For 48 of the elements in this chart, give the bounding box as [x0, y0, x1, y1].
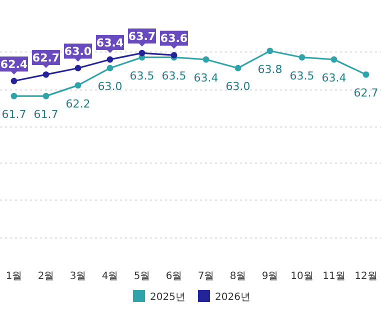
point [266, 48, 274, 54]
legend-label: 2026년 [215, 292, 250, 303]
x-tick-label: 8월 [230, 271, 246, 282]
x-tick-label: 11월 [322, 271, 346, 282]
x-tick-label: 6월 [166, 271, 182, 282]
data-label: 63.5 [162, 69, 186, 82]
x-tick-label: 4월 [102, 271, 118, 282]
data-label: 63.4 [96, 36, 124, 50]
point [10, 78, 18, 84]
data-label: 63.5 [130, 69, 154, 82]
data-label: 63.0 [64, 45, 92, 58]
point [10, 92, 18, 100]
point [74, 64, 82, 72]
data-label: 63.4 [322, 72, 346, 84]
point [138, 50, 146, 56]
legend-label: 2025년 [150, 292, 186, 303]
x-tick-label: 12월 [354, 271, 378, 282]
point [106, 64, 114, 72]
x-tick-label: 10월 [290, 271, 314, 282]
x-tick-label: 7월 [198, 271, 214, 282]
point [362, 71, 370, 78]
data-label: 63.8 [258, 62, 282, 76]
point [234, 64, 242, 72]
data-label: 62.7 [354, 86, 378, 100]
point [74, 82, 82, 89]
x-tick-label: 3월 [70, 271, 86, 282]
x-tick-label: 9월 [262, 271, 278, 282]
point [42, 71, 50, 78]
x-tick-label: 2월 [38, 271, 54, 282]
data-label: 61.7 [34, 108, 58, 122]
data-label: 62.7 [32, 52, 60, 65]
point [42, 92, 50, 100]
data-label: 62.2 [66, 97, 90, 110]
data-label: 63.4 [194, 72, 218, 84]
data-label: 63.0 [98, 80, 122, 94]
x-tick-label: 5월 [134, 271, 150, 282]
data-label: 63.6 [160, 32, 188, 46]
point [330, 56, 338, 63]
point [298, 54, 306, 61]
point [202, 56, 210, 63]
data-label: 61.7 [2, 108, 26, 122]
data-label: 63.0 [226, 80, 250, 94]
x-tick-label: 1월 [6, 271, 22, 282]
data-label: 63.7 [128, 30, 156, 44]
data-label: 62.4 [0, 58, 28, 72]
point [106, 56, 114, 63]
data-label: 63.5 [290, 69, 314, 82]
point [170, 52, 178, 58]
